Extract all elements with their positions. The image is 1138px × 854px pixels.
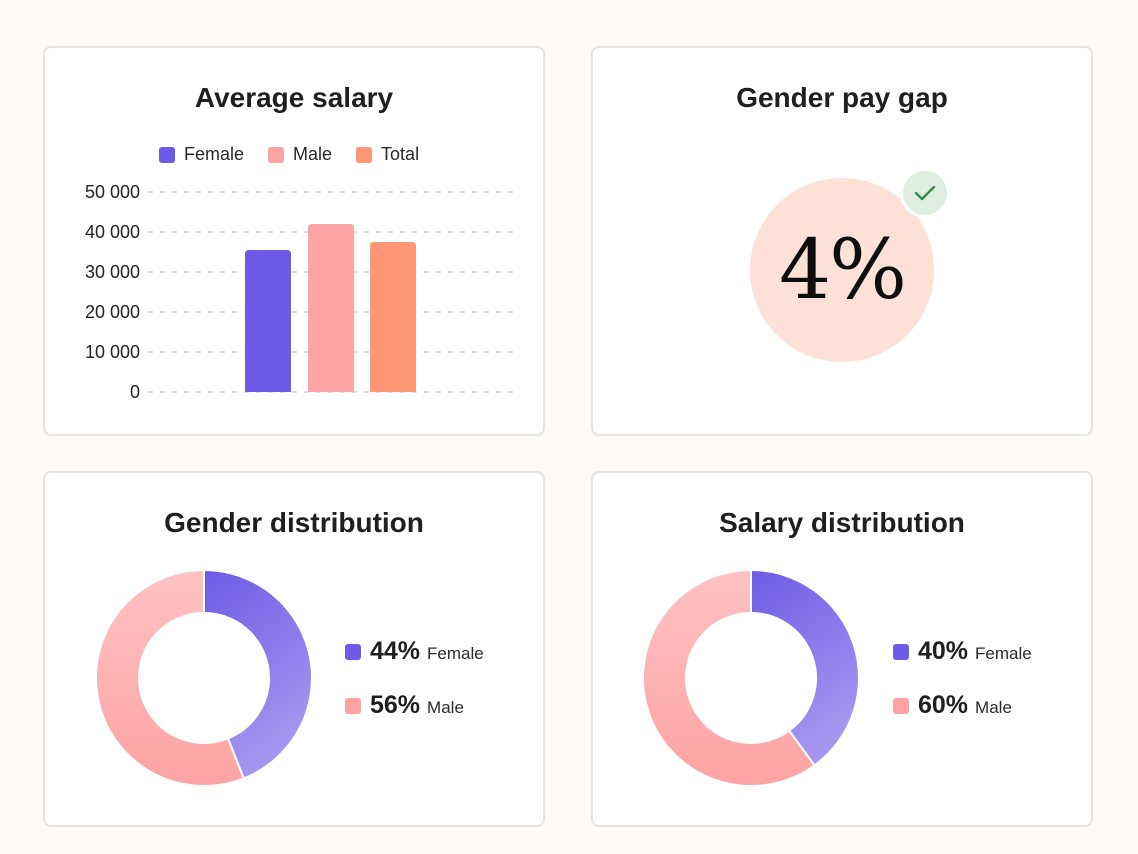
donut-slice-female	[203, 568, 313, 780]
donut-slice-male	[95, 568, 246, 787]
salary-male-label: Male	[975, 698, 1012, 717]
salary-distribution-donut	[642, 568, 860, 787]
gender-legend-female: 44% Female	[345, 637, 484, 666]
average-salary-legend: Female Male Total	[159, 144, 443, 165]
average-salary-bar-chart: 0 10 000 20 000 30 000 40 000 50 000	[85, 182, 513, 402]
legend-label-female: Female	[184, 144, 245, 164]
y-tick-label: 40 000	[85, 222, 140, 242]
gender-legend-swatch-female	[345, 644, 361, 660]
salary-legend-swatch-male	[893, 698, 909, 714]
gender-pay-gap-title: Gender pay gap	[736, 82, 948, 113]
gender-legend-male: 56% Male	[345, 691, 464, 720]
legend-label-total: Total	[381, 144, 420, 164]
salary-legend-female: 40% Female	[893, 637, 1032, 666]
y-tick-label: 0	[130, 382, 140, 402]
y-tick-label: 20 000	[85, 302, 140, 322]
legend-swatch-total	[356, 146, 373, 163]
gender-female-pct: 44%	[370, 637, 421, 665]
y-tick-label: 10 000	[85, 342, 140, 362]
gender-pay-gap-card: Gender pay gap 4%	[591, 46, 1093, 436]
check-badge	[900, 168, 950, 218]
legend-label-male: Male	[293, 144, 333, 164]
donut-slice-female	[750, 568, 860, 767]
legend-swatch-female	[159, 146, 175, 163]
legend-swatch-male	[268, 146, 285, 163]
bar-female	[245, 250, 291, 392]
gender-legend-swatch-male	[345, 698, 361, 714]
y-tick-label: 50 000	[85, 182, 140, 202]
donut-slice-male	[642, 568, 816, 787]
salary-female-label: Female	[975, 644, 1032, 663]
gender-male-label: Male	[427, 698, 464, 717]
bar-male	[308, 224, 354, 392]
pay-gap-value: 4%	[778, 222, 907, 318]
gender-distribution-card: Gender distribution 44% Female 56% Male	[43, 471, 545, 827]
bar-total	[370, 242, 416, 392]
salary-male-pct: 60%	[918, 691, 969, 719]
gender-female-label: Female	[427, 644, 484, 663]
check-badge-inner	[903, 171, 947, 215]
salary-distribution-title: Salary distribution	[719, 507, 965, 538]
gender-distribution-donut	[95, 568, 313, 787]
check-icon	[914, 185, 936, 201]
average-salary-title: Average salary	[194, 82, 394, 113]
pay-gap-circle	[750, 178, 934, 362]
legend-item-female: Female	[159, 144, 244, 165]
gender-distribution-title: Gender distribution	[164, 507, 424, 538]
salary-female-pct: 40%	[918, 637, 969, 665]
salary-distribution-card: Salary distribution 40% Female 60% Male	[591, 471, 1093, 827]
salary-legend-male: 60% Male	[893, 691, 1012, 720]
legend-item-total: Total	[356, 144, 419, 165]
gender-male-pct: 56%	[370, 691, 421, 719]
average-salary-card: Average salary Female Male Total 0 10 000…	[43, 46, 545, 436]
legend-item-male: Male	[268, 144, 332, 165]
salary-legend-swatch-female	[893, 644, 909, 660]
y-tick-label: 30 000	[85, 262, 140, 282]
